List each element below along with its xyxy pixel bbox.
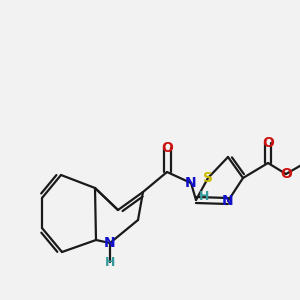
Text: O: O — [262, 136, 274, 150]
Text: H: H — [199, 190, 209, 203]
Text: O: O — [161, 141, 173, 155]
Text: O: O — [280, 167, 292, 181]
Text: H: H — [105, 256, 115, 268]
Text: N: N — [222, 194, 234, 208]
Text: S: S — [203, 171, 213, 185]
Text: N: N — [104, 236, 116, 250]
Text: N: N — [185, 176, 197, 190]
